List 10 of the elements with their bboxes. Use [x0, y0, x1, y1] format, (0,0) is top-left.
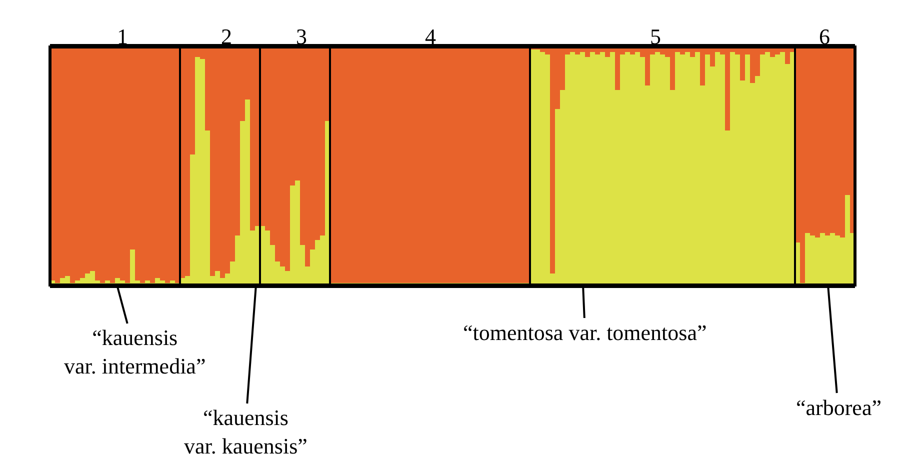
- text: “kauensis var. kauensis”: [184, 405, 308, 459]
- annotation: 3: [296, 24, 307, 49]
- annotation: 2: [221, 24, 232, 49]
- annotation: 4: [425, 24, 436, 49]
- annotation: 6: [819, 24, 830, 49]
- text: “tomentosa var. tomentosa”: [463, 320, 707, 345]
- annotation: 1: [117, 24, 128, 49]
- text: “arborea”: [796, 395, 882, 420]
- annotation: 5: [650, 24, 661, 49]
- text: “kauensis var. intermedia”: [64, 325, 206, 379]
